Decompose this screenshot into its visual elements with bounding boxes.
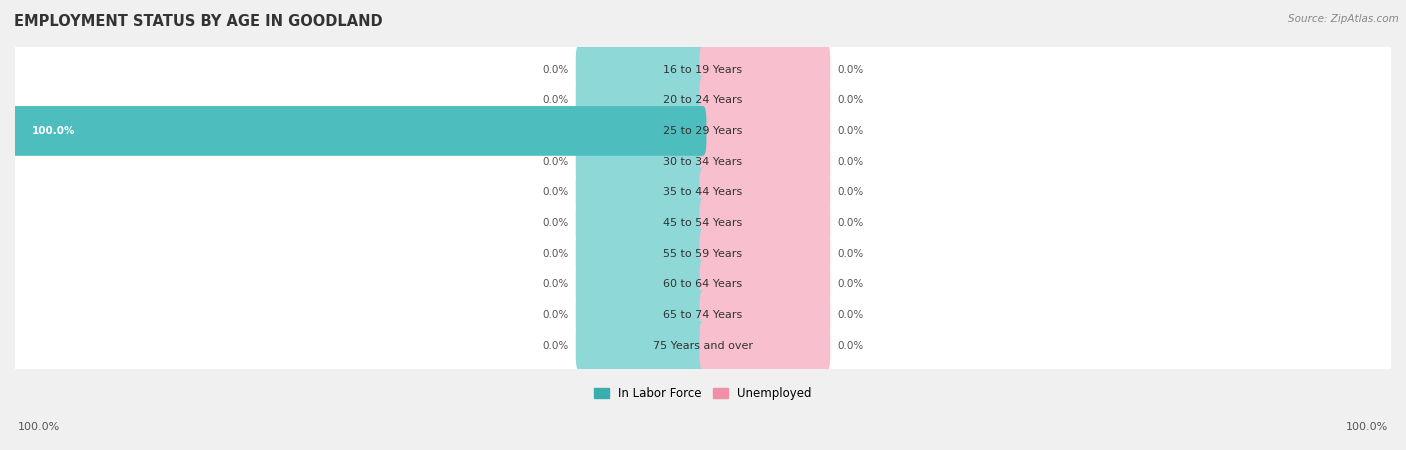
- FancyBboxPatch shape: [700, 167, 831, 217]
- Text: 16 to 19 Years: 16 to 19 Years: [657, 64, 749, 75]
- FancyBboxPatch shape: [700, 137, 831, 186]
- Text: 45 to 54 Years: 45 to 54 Years: [657, 218, 749, 228]
- Text: 0.0%: 0.0%: [837, 187, 863, 198]
- FancyBboxPatch shape: [13, 183, 1393, 263]
- FancyBboxPatch shape: [575, 198, 706, 248]
- FancyBboxPatch shape: [13, 90, 1393, 171]
- Text: 0.0%: 0.0%: [837, 64, 863, 75]
- Text: 0.0%: 0.0%: [837, 218, 863, 228]
- FancyBboxPatch shape: [575, 260, 706, 309]
- FancyBboxPatch shape: [700, 290, 831, 340]
- Text: 25 to 29 Years: 25 to 29 Years: [657, 126, 749, 136]
- FancyBboxPatch shape: [13, 275, 1393, 356]
- Text: 0.0%: 0.0%: [837, 126, 863, 136]
- Text: 30 to 34 Years: 30 to 34 Years: [657, 157, 749, 166]
- Text: 0.0%: 0.0%: [837, 279, 863, 289]
- Text: 100.0%: 100.0%: [18, 422, 60, 432]
- Text: 0.0%: 0.0%: [837, 310, 863, 320]
- FancyBboxPatch shape: [13, 306, 1393, 386]
- FancyBboxPatch shape: [575, 321, 706, 371]
- Legend: In Labor Force, Unemployed: In Labor Force, Unemployed: [589, 382, 817, 405]
- Text: 0.0%: 0.0%: [837, 249, 863, 259]
- FancyBboxPatch shape: [13, 244, 1393, 325]
- Text: 0.0%: 0.0%: [837, 95, 863, 105]
- FancyBboxPatch shape: [13, 213, 1393, 294]
- Text: 100.0%: 100.0%: [1346, 422, 1388, 432]
- Text: 0.0%: 0.0%: [543, 249, 569, 259]
- FancyBboxPatch shape: [575, 75, 706, 125]
- Text: 0.0%: 0.0%: [543, 157, 569, 166]
- Text: 100.0%: 100.0%: [32, 126, 76, 136]
- Text: 35 to 44 Years: 35 to 44 Years: [657, 187, 749, 198]
- Text: Source: ZipAtlas.com: Source: ZipAtlas.com: [1288, 14, 1399, 23]
- FancyBboxPatch shape: [13, 152, 1393, 233]
- Text: 65 to 74 Years: 65 to 74 Years: [657, 310, 749, 320]
- FancyBboxPatch shape: [11, 106, 706, 156]
- FancyBboxPatch shape: [13, 122, 1393, 202]
- FancyBboxPatch shape: [13, 29, 1393, 110]
- FancyBboxPatch shape: [700, 321, 831, 371]
- Text: 20 to 24 Years: 20 to 24 Years: [657, 95, 749, 105]
- Text: 0.0%: 0.0%: [543, 218, 569, 228]
- FancyBboxPatch shape: [575, 45, 706, 94]
- Text: 0.0%: 0.0%: [837, 157, 863, 166]
- Text: 0.0%: 0.0%: [543, 341, 569, 351]
- Text: 0.0%: 0.0%: [837, 341, 863, 351]
- Text: 0.0%: 0.0%: [543, 187, 569, 198]
- FancyBboxPatch shape: [700, 260, 831, 309]
- Text: EMPLOYMENT STATUS BY AGE IN GOODLAND: EMPLOYMENT STATUS BY AGE IN GOODLAND: [14, 14, 382, 28]
- FancyBboxPatch shape: [13, 60, 1393, 140]
- FancyBboxPatch shape: [700, 198, 831, 248]
- FancyBboxPatch shape: [700, 229, 831, 279]
- Text: 55 to 59 Years: 55 to 59 Years: [657, 249, 749, 259]
- FancyBboxPatch shape: [575, 137, 706, 186]
- Text: 60 to 64 Years: 60 to 64 Years: [657, 279, 749, 289]
- FancyBboxPatch shape: [700, 45, 831, 94]
- FancyBboxPatch shape: [575, 229, 706, 279]
- Text: 0.0%: 0.0%: [543, 95, 569, 105]
- Text: 0.0%: 0.0%: [543, 64, 569, 75]
- FancyBboxPatch shape: [700, 106, 831, 156]
- Text: 0.0%: 0.0%: [543, 310, 569, 320]
- FancyBboxPatch shape: [575, 290, 706, 340]
- Text: 0.0%: 0.0%: [543, 279, 569, 289]
- FancyBboxPatch shape: [700, 75, 831, 125]
- FancyBboxPatch shape: [575, 106, 706, 156]
- Text: 75 Years and over: 75 Years and over: [645, 341, 761, 351]
- FancyBboxPatch shape: [575, 167, 706, 217]
